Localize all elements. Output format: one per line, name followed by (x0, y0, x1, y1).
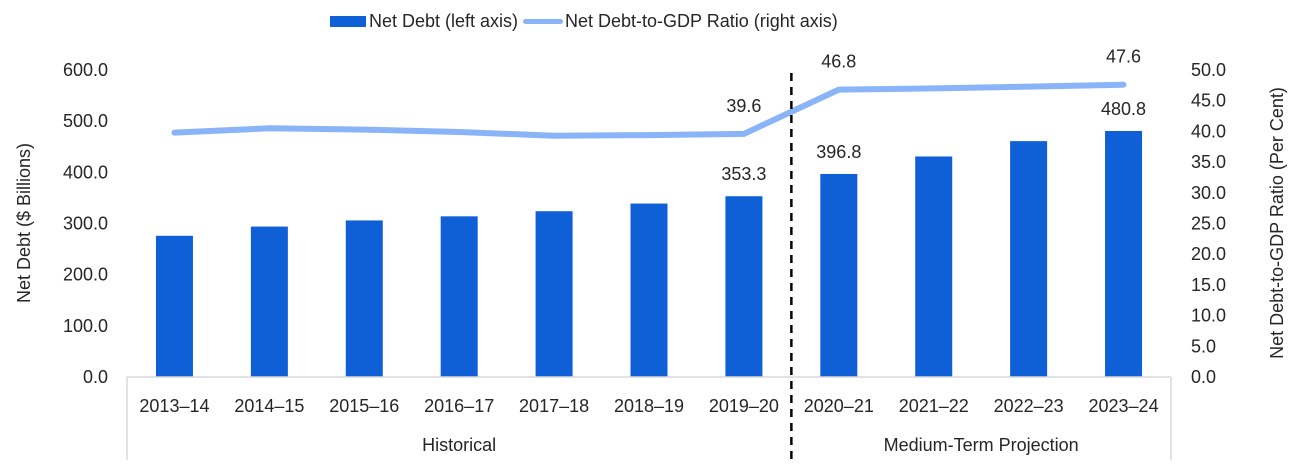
ratio-point-2021–22 (933, 87, 935, 89)
x-tick-label: 2019–20 (709, 396, 779, 416)
x-tick-label: 2015–16 (329, 396, 399, 416)
ratio-point-2016–17 (458, 131, 460, 133)
legend-label-ratio: Net Debt-to-GDP Ratio (right axis) (565, 10, 838, 31)
left-axis-tick-label: 100.0 (63, 316, 108, 336)
legend-label-net-debt: Net Debt (left axis) (369, 10, 519, 31)
x-tick-label: 2020–21 (804, 396, 874, 416)
line-data-label: 46.8 (821, 52, 856, 72)
bar-data-label: 396.8 (816, 142, 861, 162)
left-axis-tick-label: 0.0 (83, 367, 108, 387)
bar-2016–17 (440, 216, 478, 377)
right-axis-title: Net Debt-to-GDP Ratio (Per Cent) (1267, 87, 1287, 359)
x-tick-label: 2017–18 (519, 396, 589, 416)
legend: Net Debt (left axis) Net Debt-to-GDP Rat… (0, 6, 1300, 36)
ratio-point-2018–19 (648, 134, 650, 136)
bar-2018–19 (630, 203, 668, 377)
legend-swatch-bar (330, 15, 366, 27)
left-axis-tick-label: 200.0 (63, 265, 108, 285)
data-labels: 353.3 396.8 480.8 39.6 46.8 47.6 (721, 47, 1146, 184)
ratio-point-2015–16 (363, 129, 365, 131)
right-axis-ticks: 0.0 5.0 10.0 15.0 20.0 25.0 30.0 35.0 40.0 45.0 50… (1191, 60, 1226, 387)
x-tick-label: 2022–23 (994, 396, 1064, 416)
group-label: Medium-Term Projection (884, 435, 1079, 455)
ratio-point-2020–21 (838, 89, 840, 91)
bar-2020–21 (820, 173, 858, 377)
bar-2023–24 (1105, 130, 1143, 377)
right-axis-tick-label: 25.0 (1191, 214, 1226, 234)
x-tick-label: 2018–19 (614, 396, 684, 416)
ratio-line (171, 81, 1127, 139)
right-axis-tick-label: 35.0 (1191, 152, 1226, 172)
right-axis-tick-label: 10.0 (1191, 306, 1226, 326)
ratio-point-2022–23 (1028, 86, 1030, 88)
category-groups: Historical Medium-Term Projection (126, 377, 1172, 460)
left-axis-tick-label: 400.0 (63, 162, 108, 182)
bar-2017–18 (535, 211, 573, 377)
x-axis: 2013–14 2014–15 2015–16 2016–17 2017–18 2018–… (127, 376, 1171, 416)
right-axis-tick-label: 5.0 (1191, 336, 1216, 356)
right-axis-tick-label: 50.0 (1191, 60, 1226, 80)
legend-item-net-debt: Net Debt (left axis) (330, 6, 518, 36)
left-axis-title: Net Debt ($ Billions) (14, 143, 34, 303)
legend-swatch-line (523, 18, 563, 24)
x-tick-label: 2021–22 (899, 396, 969, 416)
bar-2022–23 (1010, 141, 1048, 377)
bar-2015–16 (345, 220, 383, 377)
ratio-point-2017–18 (553, 135, 555, 137)
bar-2014–15 (250, 226, 288, 377)
bar-2019–20 (725, 196, 763, 377)
bar-series (155, 130, 1143, 377)
group-label: Historical (422, 435, 496, 455)
right-axis-tick-label: 0.0 (1191, 367, 1216, 387)
bar-data-label: 480.8 (1101, 99, 1146, 119)
bar-2021–22 (915, 156, 953, 377)
x-tick-label: 2013–14 (139, 396, 209, 416)
left-axis-ticks: 0.0 100.0 200.0 300.0 400.0 500.0 600.0 (63, 60, 108, 387)
right-axis-tick-label: 40.0 (1191, 121, 1226, 141)
left-axis-tick-label: 300.0 (63, 214, 108, 234)
left-axis-tick-label: 500.0 (63, 111, 108, 131)
line-data-label: 47.6 (1106, 47, 1141, 67)
left-axis-tick-label: 600.0 (63, 60, 108, 80)
right-axis-tick-label: 20.0 (1191, 244, 1226, 264)
x-tick-label: 2016–17 (424, 396, 494, 416)
bar-2013–14 (155, 235, 193, 377)
right-axis-tick-label: 15.0 (1191, 275, 1226, 295)
ratio-point-2023–24 (1123, 84, 1125, 86)
ratio-point-2019–20 (743, 133, 745, 135)
x-tick-label: 2023–24 (1089, 396, 1159, 416)
line-series (171, 81, 1127, 139)
legend-item-ratio: Net Debt-to-GDP Ratio (right axis) (523, 6, 838, 36)
bar-data-label: 353.3 (721, 164, 766, 184)
x-tick-label: 2014–15 (234, 396, 304, 416)
ratio-point-2013–14 (173, 132, 175, 134)
right-axis-tick-label: 30.0 (1191, 183, 1226, 203)
ratio-point-2014–15 (268, 127, 270, 129)
line-data-label: 39.6 (726, 96, 761, 116)
right-axis-tick-label: 45.0 (1191, 91, 1226, 111)
